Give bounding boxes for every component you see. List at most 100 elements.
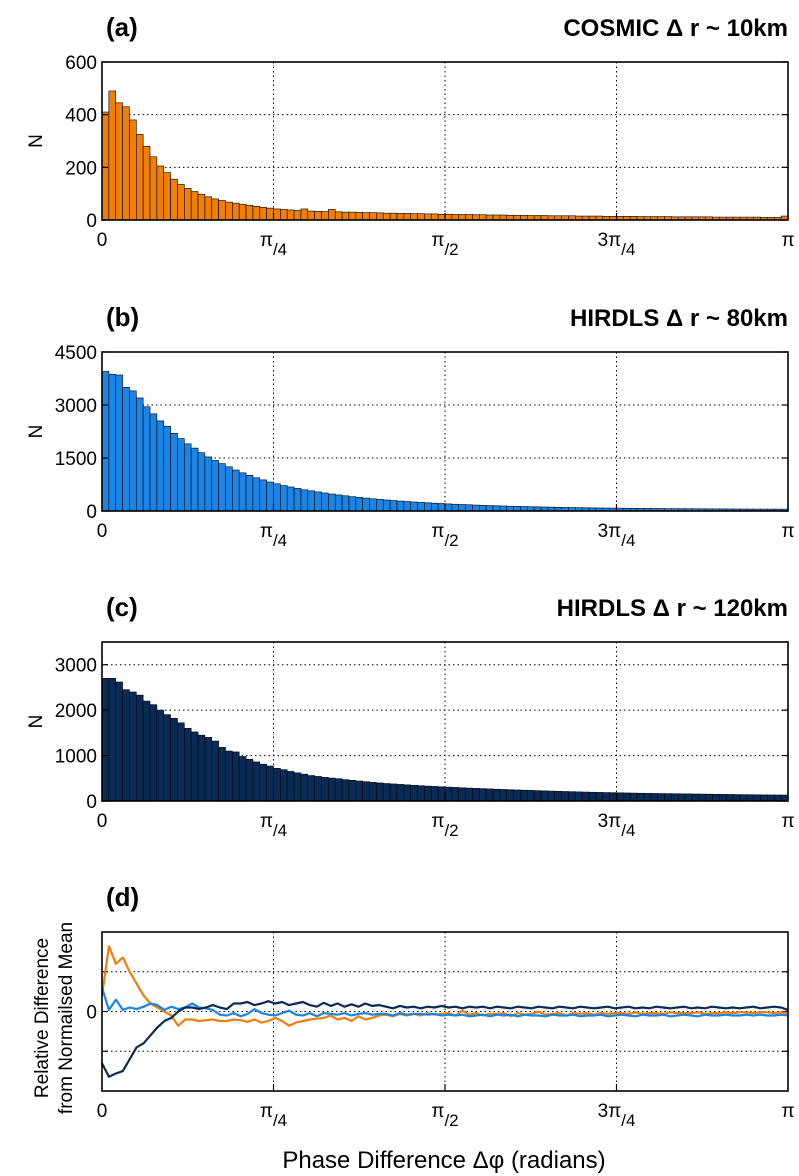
bar: [424, 785, 432, 802]
x-tick-label: π: [781, 521, 794, 542]
bar: [184, 728, 192, 802]
bar: [115, 681, 123, 802]
bar: [122, 106, 130, 221]
bar: [712, 793, 720, 802]
bar: [417, 785, 425, 802]
x-tick-label: π: [781, 811, 794, 832]
bar: [238, 756, 247, 802]
bar: [767, 794, 775, 802]
bar: [321, 211, 329, 221]
bar: [245, 204, 254, 221]
bar: [499, 789, 508, 802]
bar: [252, 477, 261, 512]
panel-label: (d): [106, 882, 139, 912]
bar: [321, 777, 329, 802]
bar: [623, 792, 631, 802]
bar: [554, 791, 562, 802]
bar: [430, 502, 439, 512]
bar: [259, 763, 267, 802]
bar: [266, 765, 274, 802]
panel-b: (b) HIRDLS Δ r ~ 80km 0 1500 3000 4500 N 0 π/4…: [26, 302, 795, 550]
bar: [204, 196, 213, 221]
bar: [149, 704, 158, 802]
bar: [629, 792, 638, 802]
panel-title: COSMIC Δ r ~ 10km: [563, 15, 788, 42]
series-line: [100, 945, 789, 1027]
y-axis-label: N: [26, 425, 47, 439]
x-tick-label: 3π/4: [598, 230, 636, 259]
bar: [163, 172, 171, 221]
bar: [225, 466, 233, 512]
bar: [293, 210, 302, 221]
bar: [136, 397, 144, 512]
bar: [170, 178, 178, 221]
bar: [163, 425, 171, 512]
series-line: [101, 1000, 789, 1078]
bar: [575, 791, 583, 802]
bar: [266, 207, 274, 221]
bar: [101, 111, 110, 221]
bar: [307, 775, 315, 802]
y-axis-label-line-1: Relative Difference: [32, 938, 53, 1098]
plot-area: 0 0 π/4 π/2 3π/4 π: [86, 931, 795, 1130]
bar: [691, 793, 700, 802]
bar: [664, 793, 672, 802]
bar: [348, 780, 357, 802]
bar: [382, 499, 391, 512]
bar: [177, 438, 185, 512]
bar: [286, 209, 295, 221]
bar: [108, 90, 117, 221]
bar: [321, 492, 329, 512]
bar: [280, 485, 288, 512]
bar: [671, 793, 679, 802]
y-axis-label: N: [26, 134, 47, 148]
bar: [334, 778, 343, 802]
bar: [232, 202, 240, 221]
bar: [465, 214, 473, 221]
bar: [197, 193, 206, 221]
x-tick-label: π: [781, 1101, 794, 1122]
x-tick-label: 3π/4: [598, 521, 636, 550]
bar: [424, 213, 432, 221]
bar: [129, 119, 137, 221]
bar: [190, 447, 199, 512]
bar: [314, 491, 322, 512]
bar: [643, 793, 652, 802]
bar: [129, 691, 137, 802]
bar: [300, 773, 309, 802]
bar: [266, 481, 274, 512]
bar: [149, 413, 158, 512]
bar: [609, 792, 617, 802]
bar: [437, 786, 446, 802]
bar: [225, 201, 233, 221]
bar: [581, 791, 590, 802]
bar: [101, 678, 110, 802]
bar: [252, 206, 261, 221]
bar: [204, 737, 213, 802]
bar: [341, 779, 350, 802]
bar: [437, 213, 446, 221]
x-tick-label: π/4: [260, 230, 287, 259]
plot-area: 0 1000 2000 3000 N 0 π/4 π/2 3π/4 π: [26, 641, 795, 840]
bar: [458, 787, 466, 802]
bar: [451, 503, 460, 512]
bar: [307, 210, 315, 221]
bar: [478, 788, 487, 802]
bar: [396, 213, 405, 221]
panel-label: (c): [106, 592, 138, 622]
bar: [472, 504, 480, 512]
bar: [163, 714, 171, 802]
bar: [417, 213, 425, 221]
y-tick-label: 2000: [55, 701, 97, 722]
x-tick-label: π/4: [260, 521, 287, 550]
bar: [197, 734, 206, 802]
bar: [136, 134, 144, 221]
bar: [636, 792, 645, 802]
bar: [382, 212, 391, 221]
bar: [424, 502, 432, 512]
panel-c: (c) HIRDLS Δ r ~ 120km 0 1000 2000 3000 N 0 π/…: [26, 592, 795, 840]
bar: [328, 209, 336, 221]
bar: [204, 456, 213, 512]
bar: [369, 498, 377, 512]
bar: [362, 497, 370, 512]
